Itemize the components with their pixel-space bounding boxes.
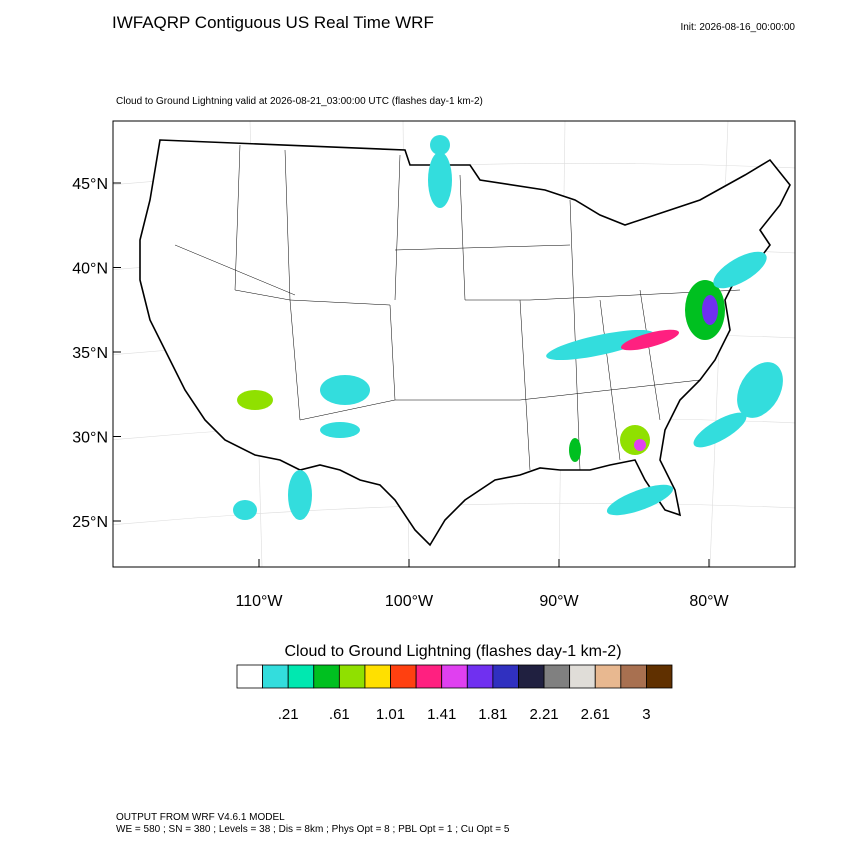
lat-label: 45°N: [72, 176, 108, 193]
colorbar-box: [313, 664, 340, 689]
colorbar-label: 1.81: [478, 706, 507, 723]
lat-label: 40°N: [72, 261, 108, 278]
lat-label: 30°N: [72, 430, 108, 447]
lon-labels: 110°W 100°W 90°W 80°W: [235, 559, 730, 610]
colorbar-box: [415, 664, 443, 689]
colorbar-label: .21: [278, 706, 299, 723]
colorbar-box: [646, 664, 673, 689]
lat-label: 25°N: [72, 514, 108, 531]
colorbar-label: 1.41: [427, 706, 456, 723]
colorbar-title: Cloud to Ground Lightning (flashes day-1…: [284, 643, 621, 660]
lat-label: 35°N: [72, 345, 108, 362]
colorbar-label: 2.21: [529, 706, 558, 723]
colorbar-label: .61: [329, 706, 350, 723]
us-outline: [139, 139, 791, 547]
colorbar-box: [569, 664, 596, 689]
map-frame: [112, 120, 796, 568]
lon-label: 80°W: [689, 593, 729, 610]
colorbar-box: [594, 664, 622, 689]
footer-line: OUTPUT FROM WRF V4.6.1 MODEL: [116, 812, 285, 823]
colorbar-label: 2.61: [581, 706, 610, 723]
colorbar-box: [338, 664, 366, 689]
init-time: Init: 2026-08-16_00:00:00: [680, 22, 795, 33]
colorbar-box: [287, 664, 315, 689]
colorbar-label: 1.01: [376, 706, 405, 723]
title: IWFAQRP Contiguous US Real Time WRF: [112, 13, 434, 32]
lon-label: 90°W: [539, 593, 579, 610]
colorbar-box: [262, 664, 289, 689]
lat-labels: 45°N 40°N 35°N 30°N 25°N: [72, 176, 121, 531]
colorbar-box: [364, 664, 391, 689]
footer-line: WE = 580 ; SN = 380 ; Levels = 38 ; Dis …: [116, 824, 510, 835]
colorbar: .21 .61 1.01 1.41 1.81 2.21 2.61 3: [236, 664, 673, 723]
colorbar-box: [543, 664, 571, 689]
colorbar-box: [390, 664, 417, 689]
colorbar-box: [492, 664, 519, 689]
colorbar-box: [620, 664, 647, 689]
lon-label: 100°W: [385, 593, 434, 610]
colorbar-box: [441, 664, 468, 689]
lon-label: 110°W: [235, 593, 283, 610]
lightning-areas: [233, 135, 783, 520]
colorbar-box: [466, 664, 494, 689]
colorbar-box: [518, 664, 545, 689]
state-lines: [174, 144, 741, 471]
subtitle: Cloud to Ground Lightning valid at 2026-…: [116, 96, 483, 107]
colorbar-label: 3: [642, 706, 650, 723]
map: [112, 120, 796, 568]
colorbar-box: [236, 664, 263, 689]
